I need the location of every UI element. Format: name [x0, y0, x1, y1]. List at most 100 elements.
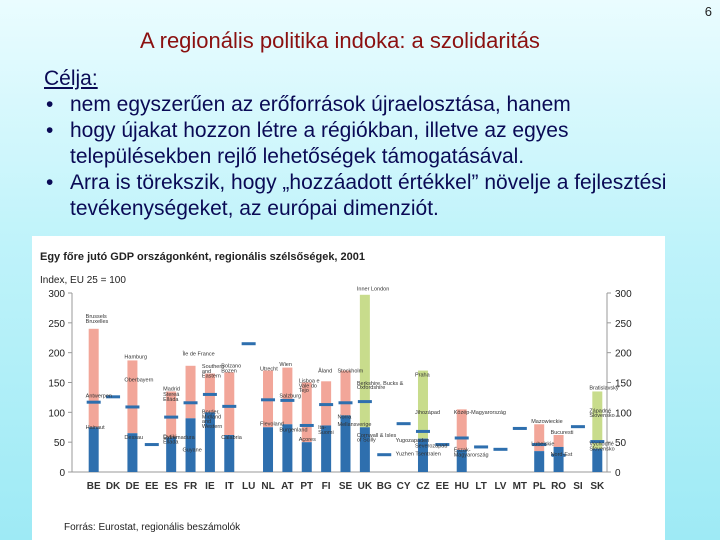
- bar-lower-region: [301, 442, 312, 472]
- bar-lower-region: [88, 427, 99, 472]
- gdp-chart: Egy főre jutó GDP országonként, regionál…: [32, 236, 665, 540]
- slide-body: Célja: nem egyszerűen az erőforrások újr…: [44, 66, 684, 222]
- national-average-marker: [261, 398, 276, 402]
- national-average-marker: [512, 426, 527, 430]
- bar-lower-region: [359, 427, 370, 472]
- x-category-label: LU: [242, 481, 255, 492]
- bar-upper-region: [359, 294, 370, 428]
- region-annotation: Ellada: [163, 439, 179, 445]
- bullet-item: nem egyszerűen az erőforrások újraeloszt…: [44, 92, 684, 118]
- region-annotation: Salzburg: [279, 393, 301, 399]
- x-category-label: LV: [494, 481, 506, 492]
- region-annotation: Slovensko: [589, 413, 614, 419]
- chart-source: Forrás: Eurostat, regionális beszámolók: [64, 522, 241, 533]
- region-annotation: Stockholm: [338, 368, 364, 374]
- region-annotation: Guyane: [183, 448, 202, 454]
- region-annotation: Ita-: [318, 425, 326, 431]
- bar-lower-region: [456, 449, 467, 472]
- national-average-marker: [590, 440, 605, 444]
- region-annotation: Bucuresti: [551, 430, 574, 436]
- region-annotation: Utrecht: [260, 367, 278, 373]
- x-category-label: ES: [164, 481, 178, 492]
- region-annotation: Antwerpen: [86, 393, 112, 399]
- x-category-label: SI: [573, 481, 583, 492]
- region-annotation: Elláda: [163, 397, 179, 403]
- bar-upper-region: [282, 367, 293, 425]
- y-tick-label-left: 100: [48, 408, 65, 419]
- x-category-label: FI: [322, 481, 331, 492]
- y-tick-label-left: 50: [54, 438, 66, 449]
- region-annotation: Jihozápad: [415, 410, 440, 416]
- region-annotation: Dessau: [124, 435, 143, 441]
- y-tick-label-right: 100: [615, 408, 632, 419]
- region-annotation: Bolzano: [221, 364, 241, 370]
- x-category-label: SK: [590, 481, 605, 492]
- region-annotation: Western: [202, 424, 222, 430]
- bar-lower-region: [224, 435, 235, 472]
- bar-upper-region: [340, 370, 351, 416]
- region-annotation: Border,: [202, 410, 220, 416]
- bar-lower-region: [553, 446, 564, 472]
- national-average-marker: [106, 395, 121, 399]
- region-annotation: Bozen: [221, 368, 237, 374]
- region-annotation: Madrid: [163, 386, 180, 392]
- region-annotation: Åland: [318, 367, 332, 374]
- bar-lower-region: [282, 424, 293, 472]
- national-average-marker: [338, 401, 353, 405]
- bar-upper-region: [224, 372, 235, 436]
- bar-lower-region: [340, 415, 351, 472]
- region-annotation: Inner London: [357, 287, 389, 293]
- national-average-marker: [125, 405, 140, 409]
- x-category-label: DE: [125, 481, 139, 492]
- region-annotation: Tejo: [299, 388, 309, 394]
- region-annotation: Açores: [299, 437, 316, 443]
- national-average-marker: [319, 403, 334, 407]
- bar-upper-region: [185, 365, 196, 419]
- region-annotation: Slovensko: [589, 447, 614, 453]
- chart-title: Egy főre jutó GDP országonként, regionál…: [40, 251, 365, 263]
- x-category-label: RO: [551, 481, 566, 492]
- region-annotation: Berkshire, Bucks &: [357, 381, 404, 387]
- bar-lower-region: [127, 433, 138, 472]
- region-annotation: Cornwall & Isles: [357, 433, 397, 439]
- national-average-marker: [396, 422, 411, 426]
- region-annotation: Bruxelles: [86, 319, 109, 325]
- x-category-label: LT: [475, 481, 486, 492]
- bar-upper-region: [88, 328, 99, 428]
- region-annotation: Észak-: [454, 447, 471, 454]
- y-tick-label-right: 0: [615, 468, 621, 479]
- y-tick-label-right: 200: [615, 349, 632, 360]
- x-category-label: IE: [205, 481, 215, 492]
- region-annotation: Lubelskie: [531, 442, 554, 448]
- national-average-marker: [532, 443, 547, 447]
- x-category-label: EE: [145, 481, 159, 492]
- national-average-marker: [377, 453, 392, 457]
- bullet-item: hogy újakat hozzon létre a régiókban, il…: [44, 118, 684, 170]
- y-tick-label-left: 150: [48, 379, 65, 390]
- y-tick-label-right: 50: [615, 438, 627, 449]
- region-annotation: Brussels: [86, 314, 107, 320]
- x-category-label: PT: [300, 481, 313, 492]
- x-category-label: PL: [533, 481, 546, 492]
- region-annotation: Flevoland: [260, 421, 284, 427]
- national-average-marker: [435, 443, 450, 447]
- y-tick-label-right: 150: [615, 379, 632, 390]
- x-category-label: FR: [184, 481, 198, 492]
- bar-upper-region: [553, 435, 564, 447]
- region-annotation: Bratislavský: [589, 386, 619, 392]
- region-annotation: Mellansverige: [338, 422, 372, 428]
- x-category-label: CY: [397, 481, 411, 492]
- x-category-label: AT: [281, 481, 294, 492]
- national-average-marker: [144, 443, 159, 447]
- bar-upper-region: [166, 391, 177, 438]
- y-tick-label-left: 0: [59, 468, 65, 479]
- region-annotation: Lisboa e: [299, 379, 320, 385]
- region-annotation: Severozápad: [415, 444, 447, 450]
- bar-upper-region: [301, 382, 312, 443]
- region-annotation: Oberbayern: [124, 377, 153, 383]
- x-category-label: IT: [225, 481, 234, 492]
- region-annotation: Nord-Est: [551, 452, 573, 458]
- national-average-marker: [474, 445, 489, 449]
- region-annotation: and: [202, 419, 211, 425]
- region-annotation: Southern: [202, 364, 224, 370]
